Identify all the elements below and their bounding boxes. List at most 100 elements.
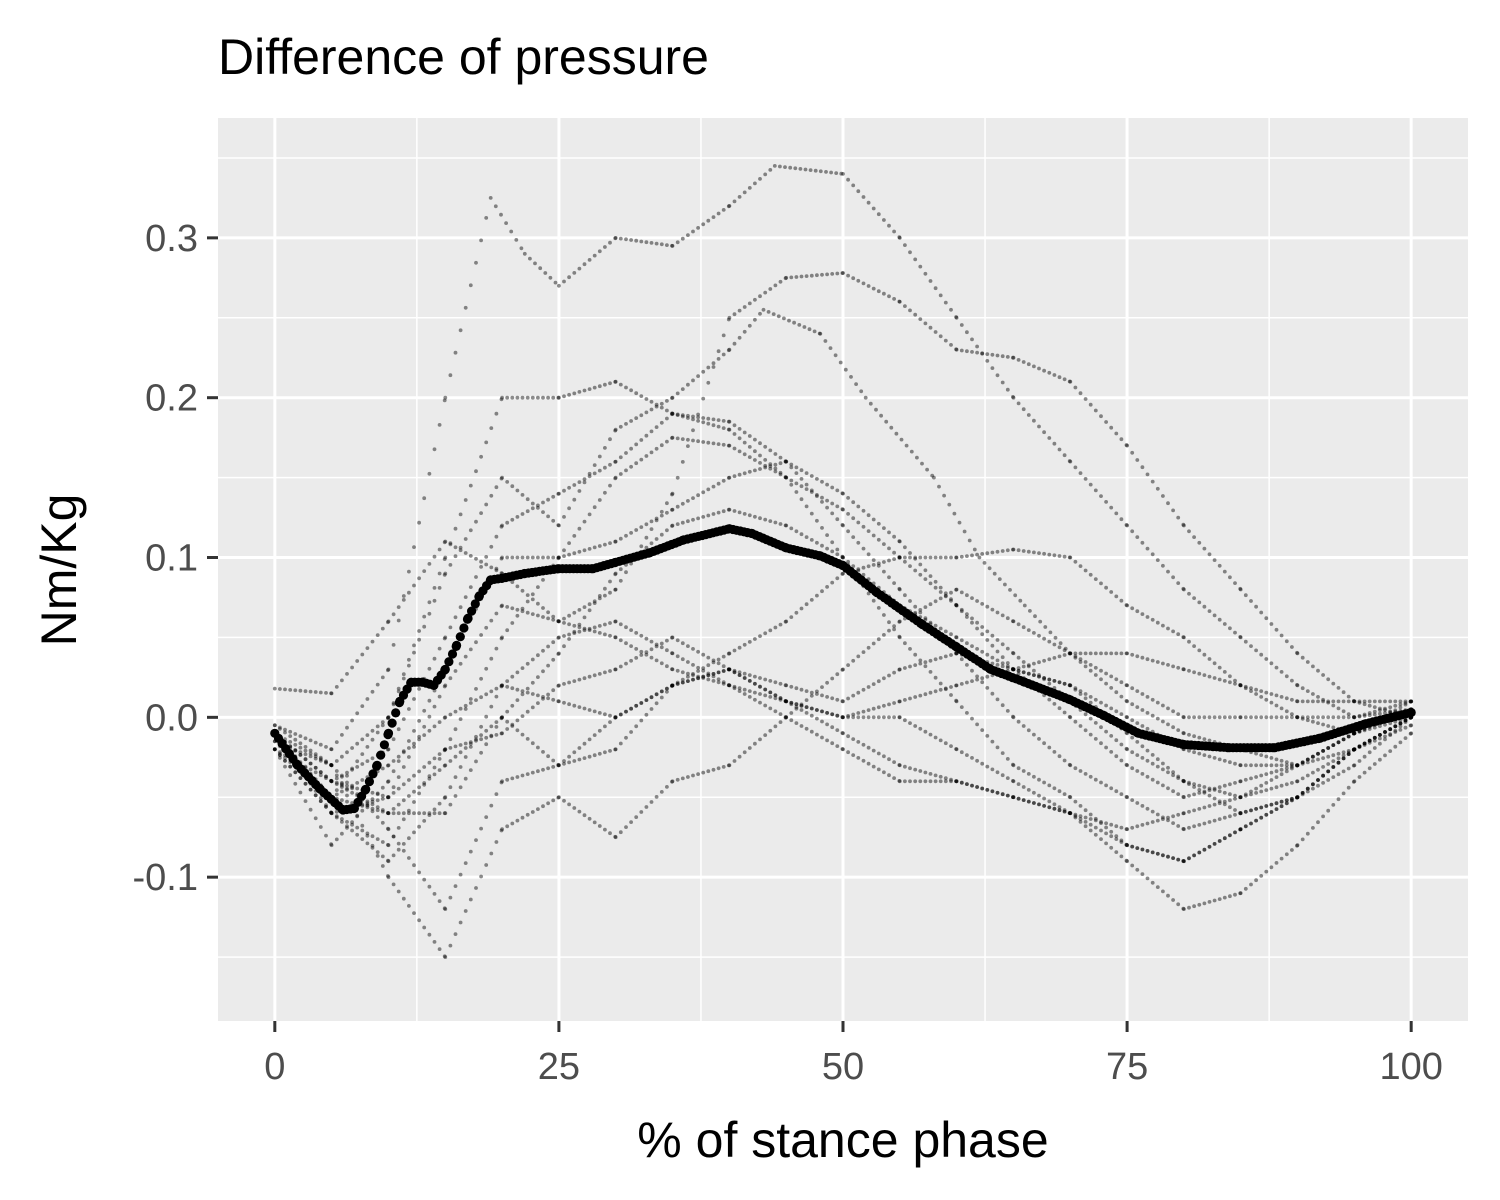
trial-point [903,559,907,564]
trial-point [670,684,674,688]
trial-point [484,666,489,671]
trial-point [903,593,907,598]
trial-point [680,460,685,464]
trial-point [536,585,540,589]
trial-point [380,808,385,812]
trial-point [965,663,969,667]
trial-series [272,164,1414,752]
trial-point [1243,639,1248,644]
trial-point [686,660,690,664]
trial-point [1197,648,1202,653]
trial-point [928,620,933,625]
trial-point [1057,808,1062,813]
trial-point [778,712,783,716]
trial-point [536,769,540,774]
trial-point [1295,843,1300,848]
trial-point [1393,703,1398,708]
trial-point [1171,814,1175,819]
trial-point [427,811,432,816]
trial-point [1067,683,1072,688]
trial-point [437,547,442,552]
trial-point [536,675,540,679]
trial-point [1000,380,1005,385]
trial-point [515,698,520,702]
trial-point [629,730,633,734]
trial-point [670,667,675,672]
trial-point [1284,766,1289,771]
trial-point [1016,668,1021,673]
trial-point [1176,712,1181,716]
trial-point [597,596,602,601]
trial-point [711,679,716,683]
trial-point [1187,715,1191,720]
trial-point [949,685,953,689]
trial-point [711,215,716,220]
trial-point [680,641,685,646]
trial-point [417,576,421,581]
trial-point [670,396,674,400]
trial-point [1311,782,1315,787]
trial-point [1104,681,1108,686]
trial-point [871,682,876,686]
trial-point [1316,778,1320,782]
trial-point [1042,551,1046,556]
trial-point [1362,714,1367,718]
trial-point [272,747,277,752]
trial-point [453,727,458,732]
trial-point [432,447,437,452]
trial-point [1305,718,1310,723]
trial-point [1321,773,1325,778]
trial-point [675,240,680,245]
trial-point [783,715,788,720]
trial-point [1161,719,1165,724]
trial-point [1300,699,1305,704]
trial-point [732,648,737,653]
trial-point [1326,746,1331,750]
trial-point [1243,824,1248,829]
trial-point [443,747,448,752]
trial-point [965,615,969,619]
trial-point [1145,657,1150,662]
trial-point [815,732,819,737]
trial-point [1197,791,1202,795]
trial-point [1093,651,1098,656]
trial-point [515,718,520,723]
trial-point [427,760,432,765]
trial-point [1290,763,1294,768]
trial-point [670,779,674,784]
trial-point [562,644,566,649]
trial-point [824,170,828,174]
trial-point [1016,766,1021,771]
trial-point [525,772,530,776]
trial-point [1187,732,1191,737]
trial-point [324,833,328,838]
trial-point [1192,824,1196,829]
trial-point [293,737,298,742]
trial-point [753,514,757,519]
trial-point [329,810,333,815]
trial-point [1279,804,1284,809]
trial-point [608,541,612,545]
trial-point [1057,805,1062,810]
trial-point [412,583,416,588]
trial-point [484,216,489,220]
trial-point [1372,705,1377,709]
trial-point [1233,761,1237,766]
trial-point [644,454,649,458]
trial-point [401,798,406,803]
trial-point [1011,762,1015,767]
trial-point [442,636,447,641]
trial-point [603,465,607,470]
trial-point [820,479,824,484]
trial-point [551,765,556,769]
trial-point [1088,700,1093,705]
trial-point [493,204,498,209]
trial-point [866,552,871,557]
trial-point [1000,792,1005,797]
trial-point [613,459,618,464]
trial-point [1212,842,1217,846]
trial-point [1321,749,1325,753]
trial-point [350,828,354,833]
trial-point [1357,730,1362,734]
trial-point [386,747,391,752]
